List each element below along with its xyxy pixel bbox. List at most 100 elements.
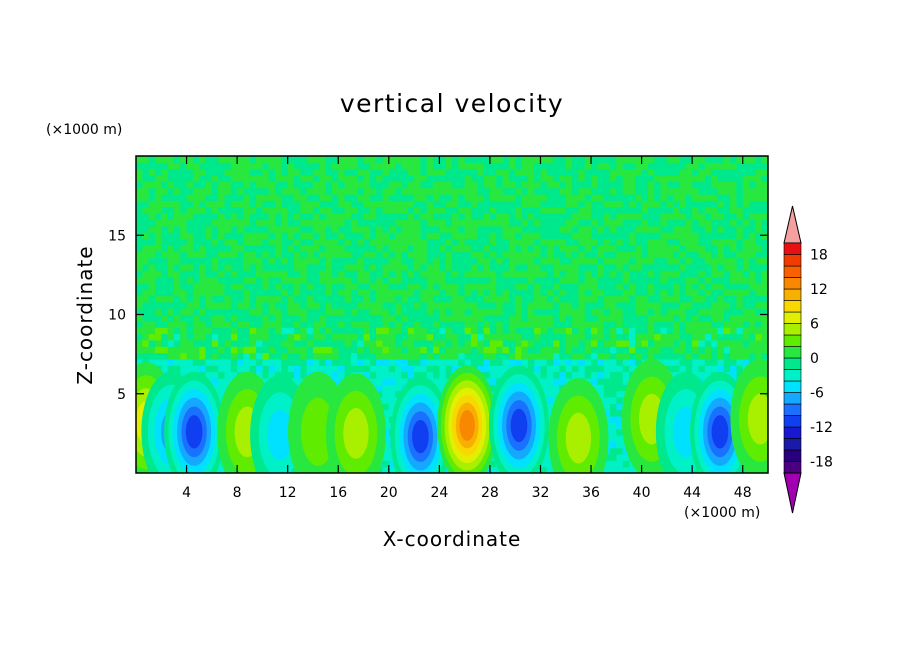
heat-cell bbox=[464, 200, 472, 208]
heat-cell bbox=[666, 238, 674, 246]
heat-cell bbox=[388, 213, 396, 220]
heat-cell bbox=[540, 282, 548, 290]
heat-cell bbox=[546, 295, 554, 303]
heat-cell bbox=[167, 175, 175, 182]
heat-cell bbox=[692, 333, 700, 341]
heat-cell bbox=[395, 213, 403, 220]
heat-cell bbox=[502, 320, 510, 328]
heat-cell bbox=[319, 257, 327, 265]
heat-cell bbox=[401, 200, 409, 208]
heat-cell bbox=[572, 339, 579, 347]
heat-cell bbox=[382, 301, 390, 309]
heat-cell bbox=[610, 257, 617, 265]
heat-cell bbox=[666, 219, 674, 227]
heat-cell bbox=[180, 213, 188, 220]
heat-cell bbox=[186, 314, 194, 322]
heat-cell bbox=[300, 295, 308, 303]
heat-cell bbox=[161, 308, 169, 316]
heat-cell bbox=[357, 327, 365, 335]
heat-cell bbox=[698, 301, 706, 309]
heat-cell bbox=[749, 352, 756, 360]
heat-cell bbox=[306, 206, 314, 214]
heat-cell bbox=[685, 175, 693, 182]
heat-cell bbox=[559, 225, 567, 233]
heat-cell bbox=[572, 365, 579, 373]
heat-cell bbox=[470, 194, 478, 201]
heat-cell bbox=[591, 200, 598, 208]
heat-cell bbox=[464, 219, 472, 227]
heat-cell bbox=[610, 219, 617, 227]
heat-cell bbox=[502, 225, 510, 233]
heat-cell bbox=[527, 162, 535, 170]
heat-cell bbox=[344, 301, 352, 309]
heat-cell bbox=[628, 162, 636, 170]
heat-cell bbox=[458, 156, 466, 163]
heat-cell bbox=[603, 238, 611, 246]
heat-cell bbox=[211, 168, 219, 176]
heat-cell bbox=[572, 263, 579, 271]
heat-cell bbox=[749, 187, 756, 195]
heat-cell bbox=[338, 289, 346, 297]
heat-cell bbox=[243, 251, 251, 259]
heat-cell bbox=[622, 194, 630, 201]
heat-cell bbox=[192, 301, 200, 309]
heat-cell bbox=[698, 295, 706, 303]
heat-cell bbox=[300, 327, 308, 335]
heat-cell bbox=[565, 232, 573, 240]
heat-cell bbox=[553, 263, 561, 271]
heat-cell bbox=[426, 301, 434, 309]
heat-cell bbox=[565, 320, 573, 328]
heat-cell bbox=[401, 371, 409, 379]
heat-cell bbox=[559, 238, 567, 246]
heat-cell bbox=[426, 225, 434, 233]
heat-cell bbox=[736, 333, 744, 341]
heat-cell bbox=[578, 282, 586, 290]
heat-cell bbox=[622, 384, 630, 392]
heat-cell bbox=[622, 339, 630, 347]
heat-cell bbox=[262, 327, 270, 335]
heat-cell bbox=[540, 358, 548, 366]
heat-cell bbox=[211, 365, 219, 373]
heat-cell bbox=[679, 365, 687, 373]
heat-cell bbox=[559, 200, 567, 208]
heat-cell bbox=[357, 276, 365, 284]
heat-cell bbox=[540, 314, 548, 322]
heat-cell bbox=[559, 314, 567, 322]
heat-cell bbox=[186, 251, 194, 259]
heat-cell bbox=[407, 270, 415, 278]
heat-cell bbox=[578, 314, 586, 322]
heat-cell bbox=[218, 289, 226, 297]
heat-cell bbox=[414, 168, 421, 176]
heat-cell bbox=[635, 162, 643, 170]
heat-cell bbox=[331, 301, 339, 309]
heat-cell bbox=[730, 295, 737, 303]
heat-cell bbox=[148, 352, 156, 360]
heat-cell bbox=[268, 175, 276, 182]
heat-cell bbox=[161, 358, 169, 366]
heat-cell bbox=[496, 225, 504, 233]
heat-cell bbox=[546, 181, 554, 189]
heat-cell bbox=[679, 333, 687, 341]
heat-cell bbox=[584, 200, 592, 208]
heat-cell bbox=[426, 238, 434, 246]
heat-cell bbox=[325, 156, 333, 163]
heat-cell bbox=[325, 238, 333, 246]
heat-cell bbox=[584, 314, 592, 322]
heat-cell bbox=[262, 352, 270, 360]
heat-cell bbox=[407, 238, 415, 246]
heat-cell bbox=[407, 358, 415, 366]
heat-cell bbox=[698, 181, 706, 189]
heat-cell bbox=[420, 213, 428, 220]
heat-cell bbox=[540, 213, 548, 220]
heat-cell bbox=[610, 244, 617, 252]
heat-cell bbox=[445, 168, 453, 176]
heat-cell bbox=[540, 352, 548, 360]
heat-cell bbox=[205, 168, 213, 176]
heat-cell bbox=[237, 270, 245, 278]
heat-cell bbox=[540, 251, 548, 259]
heat-cell bbox=[622, 371, 630, 379]
heat-cell bbox=[483, 156, 491, 163]
heat-cell bbox=[591, 346, 598, 354]
heat-cell bbox=[401, 365, 409, 373]
heat-cell bbox=[464, 346, 472, 354]
